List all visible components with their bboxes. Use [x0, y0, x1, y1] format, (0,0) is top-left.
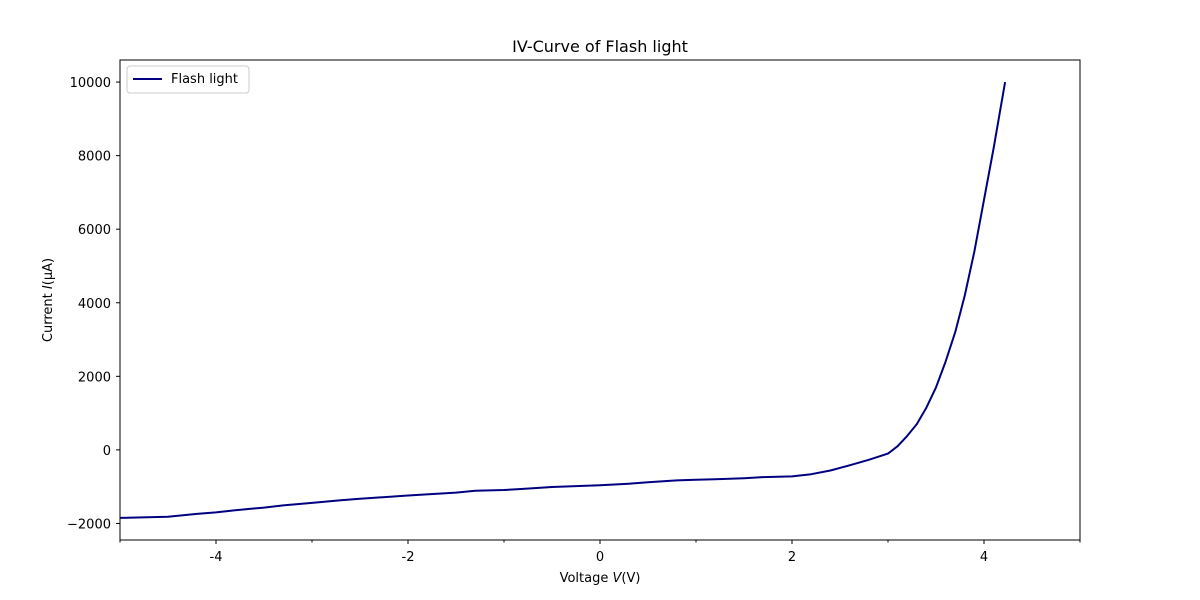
y-tick-label: −2000 [67, 517, 111, 532]
y-tick-label: 0 [103, 444, 111, 459]
series-line-0 [120, 81, 1007, 519]
y-axis-label: Current I(μA) [41, 258, 56, 342]
x-axis-label: Voltage V(V) [560, 571, 641, 586]
plot-area: -4 -2 0 2 4 −2000 0 2000 4000 6000 8000 10000 [67, 59, 1081, 565]
y-tick-label: 6000 [78, 223, 111, 238]
x-tick-label: 0 [596, 550, 604, 565]
legend-label: Flash light [171, 72, 238, 87]
axes-frame [119, 59, 1081, 541]
y-tick-label: 10000 [70, 76, 111, 91]
x-tick-label: 2 [788, 550, 796, 565]
y-tick-label: 8000 [78, 150, 111, 165]
legend: Flash light [126, 65, 250, 94]
x-tick-label: 4 [980, 550, 988, 565]
x-tick-label: -2 [402, 550, 415, 565]
y-tick-label: 4000 [78, 297, 111, 312]
y-tick-label: 2000 [78, 370, 111, 385]
chart-title: IV-Curve of Flash light [512, 37, 688, 56]
x-tick-label: -4 [210, 550, 223, 565]
legend-box [126, 65, 250, 94]
